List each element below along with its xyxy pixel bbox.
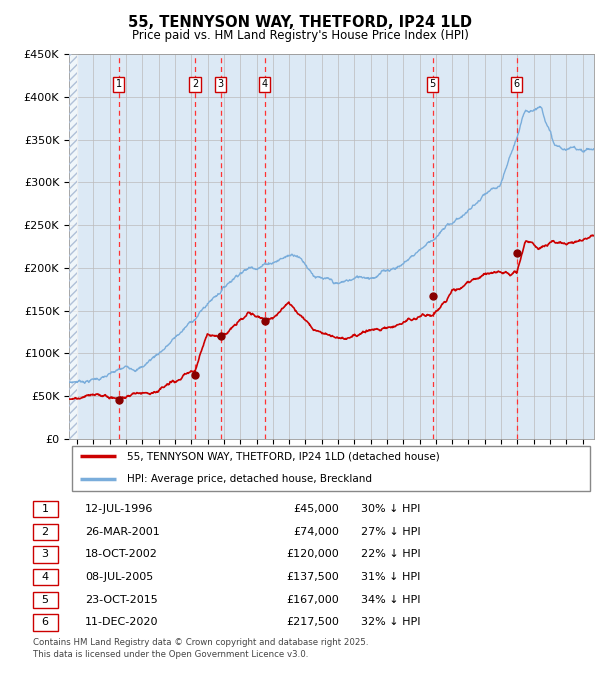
Text: 30% ↓ HPI: 30% ↓ HPI xyxy=(361,504,421,514)
Text: 31% ↓ HPI: 31% ↓ HPI xyxy=(361,572,421,582)
FancyBboxPatch shape xyxy=(71,446,590,491)
Text: 3: 3 xyxy=(41,549,49,560)
Text: 55, TENNYSON WAY, THETFORD, IP24 1LD: 55, TENNYSON WAY, THETFORD, IP24 1LD xyxy=(128,15,472,30)
Text: 4: 4 xyxy=(262,80,268,89)
Text: 4: 4 xyxy=(41,572,49,582)
Text: 55, TENNYSON WAY, THETFORD, IP24 1LD (detached house): 55, TENNYSON WAY, THETFORD, IP24 1LD (de… xyxy=(127,452,439,461)
Text: 26-MAR-2001: 26-MAR-2001 xyxy=(85,527,160,537)
Text: £137,500: £137,500 xyxy=(286,572,339,582)
Bar xyxy=(69,54,77,439)
FancyBboxPatch shape xyxy=(33,614,58,630)
Text: 6: 6 xyxy=(514,80,520,89)
Text: 2: 2 xyxy=(192,80,198,89)
Bar xyxy=(69,54,77,439)
Text: 11-DEC-2020: 11-DEC-2020 xyxy=(85,617,158,628)
Text: 34% ↓ HPI: 34% ↓ HPI xyxy=(361,595,421,605)
Text: £120,000: £120,000 xyxy=(286,549,339,560)
Text: 32% ↓ HPI: 32% ↓ HPI xyxy=(361,617,421,628)
Text: 1: 1 xyxy=(116,80,122,89)
Text: 27% ↓ HPI: 27% ↓ HPI xyxy=(361,527,421,537)
Text: £167,000: £167,000 xyxy=(286,595,339,605)
Text: £74,000: £74,000 xyxy=(293,527,339,537)
Text: 12-JUL-1996: 12-JUL-1996 xyxy=(85,504,154,514)
Text: 2: 2 xyxy=(41,527,49,537)
Text: 5: 5 xyxy=(41,595,49,605)
Text: 1: 1 xyxy=(41,504,49,514)
Text: Price paid vs. HM Land Registry's House Price Index (HPI): Price paid vs. HM Land Registry's House … xyxy=(131,29,469,41)
FancyBboxPatch shape xyxy=(33,546,58,562)
Text: 6: 6 xyxy=(41,617,49,628)
Text: £45,000: £45,000 xyxy=(293,504,339,514)
FancyBboxPatch shape xyxy=(33,501,58,517)
Text: 18-OCT-2002: 18-OCT-2002 xyxy=(85,549,158,560)
Text: HPI: Average price, detached house, Breckland: HPI: Average price, detached house, Brec… xyxy=(127,474,372,484)
Text: This data is licensed under the Open Government Licence v3.0.: This data is licensed under the Open Gov… xyxy=(33,650,308,659)
Text: 5: 5 xyxy=(430,80,436,89)
FancyBboxPatch shape xyxy=(33,592,58,608)
Text: £217,500: £217,500 xyxy=(286,617,339,628)
Text: Contains HM Land Registry data © Crown copyright and database right 2025.: Contains HM Land Registry data © Crown c… xyxy=(33,638,368,647)
Text: 3: 3 xyxy=(218,80,224,89)
FancyBboxPatch shape xyxy=(33,524,58,540)
Text: 22% ↓ HPI: 22% ↓ HPI xyxy=(361,549,421,560)
Text: 23-OCT-2015: 23-OCT-2015 xyxy=(85,595,158,605)
Text: 08-JUL-2005: 08-JUL-2005 xyxy=(85,572,154,582)
FancyBboxPatch shape xyxy=(33,569,58,585)
